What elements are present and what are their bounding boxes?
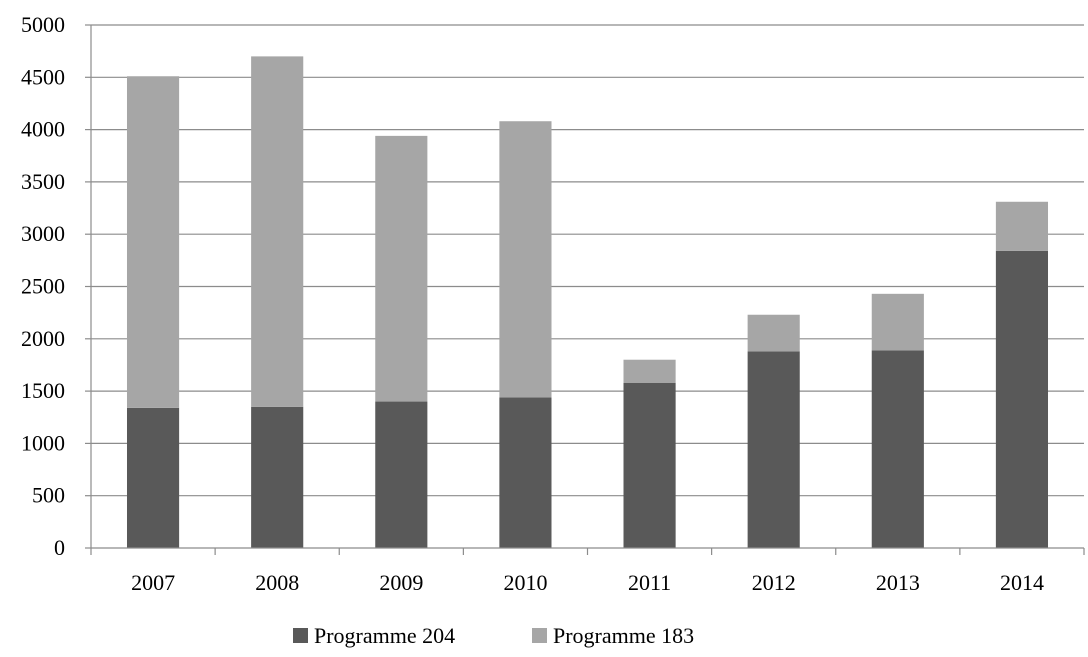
bar-programme-204-2012	[747, 351, 800, 548]
y-tick-label: 1500	[21, 378, 65, 403]
bar-programme-204-2007	[126, 407, 180, 548]
x-axis-ticks: 2007 2008 2009 2010 2011 2012 2013 2014	[90, 548, 1085, 595]
y-tick-label: 4500	[21, 64, 65, 89]
y-tick-label: 0	[54, 535, 65, 560]
bars	[126, 56, 1049, 548]
bar-programme-204-2013	[871, 350, 924, 548]
legend-label: Programme 204	[314, 623, 455, 648]
y-tick-label: 3500	[21, 169, 65, 194]
gridlines	[91, 24, 1084, 497]
x-tick-label: 2007	[131, 570, 175, 595]
y-tick-label: 4000	[21, 117, 65, 142]
bar-programme-183-2007	[126, 76, 180, 408]
bar-programme-204-2014	[995, 250, 1049, 548]
bar-programme-183-2009	[375, 135, 428, 402]
y-axis-ticks: 0 500 1000 1500 2000 2500 3000 3500 4000 4500 5000	[21, 12, 91, 560]
y-tick-label: 1000	[21, 430, 65, 455]
x-tick-label: 2011	[628, 570, 671, 595]
legend-swatch-programme-183	[532, 628, 547, 643]
legend-swatch-programme-204	[293, 628, 308, 643]
bar-programme-183-2010	[499, 121, 552, 398]
x-tick-label: 2014	[1000, 570, 1044, 595]
y-tick-label: 5000	[21, 12, 65, 37]
x-tick-label: 2009	[379, 570, 423, 595]
bar-programme-204-2009	[375, 401, 428, 548]
x-tick-label: 2010	[503, 570, 547, 595]
y-tick-label: 2000	[21, 326, 65, 351]
x-tick-label: 2013	[876, 570, 920, 595]
bar-programme-183-2008	[251, 56, 304, 407]
bar-programme-204-2008	[251, 406, 304, 548]
bar-programme-183-2011	[623, 359, 676, 383]
y-tick-label: 500	[32, 483, 65, 508]
x-tick-label: 2008	[255, 570, 299, 595]
bar-programme-204-2010	[499, 397, 552, 548]
legend-label: Programme 183	[553, 623, 694, 648]
y-tick-label: 3000	[21, 221, 65, 246]
bar-programme-204-2011	[623, 382, 676, 548]
bar-programme-183-2013	[871, 293, 924, 351]
legend: Programme 204 Programme 183	[293, 623, 694, 648]
bar-programme-183-2014	[995, 201, 1049, 251]
bar-programme-183-2012	[747, 314, 800, 352]
y-tick-label: 2500	[21, 274, 65, 299]
x-tick-label: 2012	[752, 570, 796, 595]
